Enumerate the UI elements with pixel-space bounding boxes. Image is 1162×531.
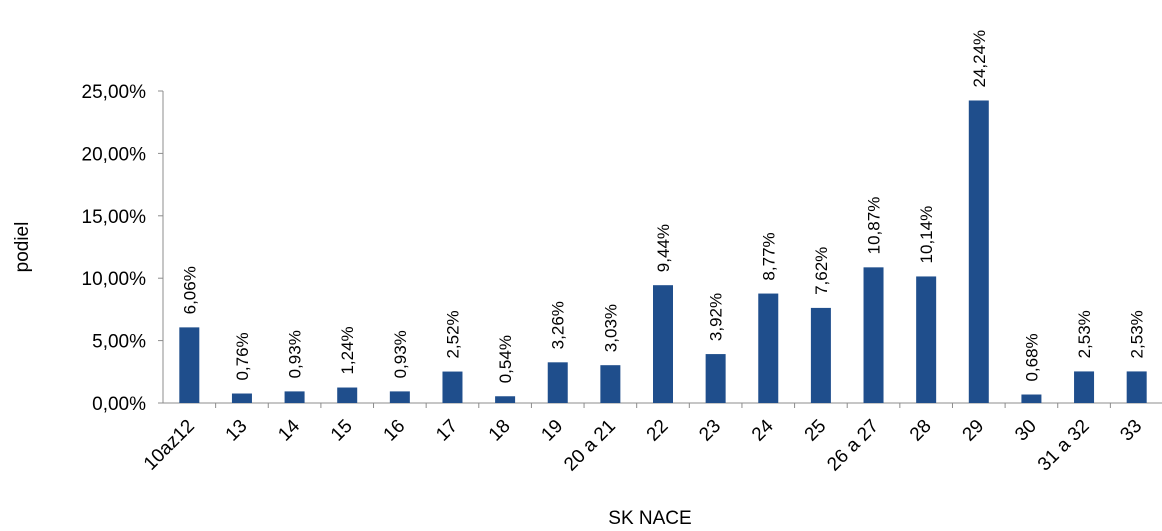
x-tick-label: 31 a 32 bbox=[1034, 416, 1094, 476]
x-tick-label: 24 bbox=[748, 415, 778, 445]
x-tick-label: 10az12 bbox=[140, 416, 199, 475]
y-tick-label: 5,00% bbox=[92, 332, 146, 353]
data-label: 3,26% bbox=[549, 301, 568, 349]
x-tick-label: 15 bbox=[327, 416, 357, 446]
data-label: 7,62% bbox=[812, 247, 831, 295]
bar bbox=[810, 307, 831, 403]
x-tick-label: 33 bbox=[1116, 416, 1146, 446]
x-tick-label: 28 bbox=[906, 416, 936, 446]
bar bbox=[1126, 371, 1147, 403]
data-label: 0,76% bbox=[233, 332, 252, 380]
bar bbox=[653, 285, 673, 403]
bar bbox=[600, 365, 621, 403]
data-label: 1,24% bbox=[338, 326, 357, 374]
x-tick-label: 29 bbox=[959, 416, 989, 446]
data-label: 10,14% bbox=[917, 206, 936, 264]
bar bbox=[389, 391, 410, 403]
x-tick-label: 18 bbox=[485, 416, 515, 446]
data-label: 3,92% bbox=[707, 293, 726, 341]
y-axis-title: podiel bbox=[12, 222, 33, 273]
x-tick-label: 19 bbox=[537, 416, 567, 446]
bar bbox=[442, 371, 463, 403]
x-tick-label: 22 bbox=[643, 416, 673, 446]
bar bbox=[968, 100, 989, 403]
x-tick-label: 20 a 21 bbox=[560, 416, 620, 476]
x-tick-label: 26 a 27 bbox=[823, 416, 883, 476]
data-label: 24,24% bbox=[970, 30, 989, 88]
bar bbox=[231, 393, 252, 403]
data-label: 0,93% bbox=[391, 330, 410, 378]
x-tick-label: 17 bbox=[432, 416, 462, 446]
bar bbox=[547, 362, 568, 403]
data-label: 2,52% bbox=[443, 310, 462, 358]
bar bbox=[863, 267, 884, 403]
x-tick-label: 13 bbox=[222, 416, 252, 446]
x-tick-label: 16 bbox=[380, 416, 410, 446]
x-tick-label: 25 bbox=[801, 416, 831, 446]
data-label: 2,53% bbox=[1075, 310, 1094, 358]
y-tick-label: 10,00% bbox=[82, 269, 147, 290]
data-label: 10,87% bbox=[865, 197, 884, 255]
y-tick-label: 0,00% bbox=[92, 394, 146, 415]
y-tick-label: 25,00% bbox=[82, 82, 147, 103]
data-label: 9,44% bbox=[654, 224, 673, 272]
x-tick-label: 23 bbox=[695, 416, 725, 446]
bar bbox=[705, 354, 726, 403]
y-tick-label: 20,00% bbox=[82, 144, 147, 165]
data-label: 2,53% bbox=[1128, 310, 1147, 358]
bar bbox=[337, 387, 358, 403]
data-label: 8,77% bbox=[759, 232, 778, 280]
bar bbox=[916, 276, 937, 403]
bar bbox=[1074, 371, 1095, 403]
x-tick-label: 14 bbox=[274, 415, 304, 445]
bar bbox=[758, 293, 779, 403]
bar bbox=[284, 391, 305, 403]
data-label: 6,06% bbox=[180, 266, 199, 314]
data-label: 0,93% bbox=[286, 330, 305, 378]
x-tick-label: 30 bbox=[1011, 416, 1041, 446]
data-label: 0,68% bbox=[1022, 333, 1041, 381]
x-axis-title: SK NACE bbox=[608, 508, 691, 529]
bar bbox=[179, 327, 200, 403]
bar bbox=[495, 396, 516, 403]
data-label: 0,54% bbox=[496, 335, 515, 383]
bar bbox=[1021, 394, 1042, 403]
data-label: 3,03% bbox=[601, 304, 620, 352]
y-tick-label: 15,00% bbox=[82, 207, 147, 228]
